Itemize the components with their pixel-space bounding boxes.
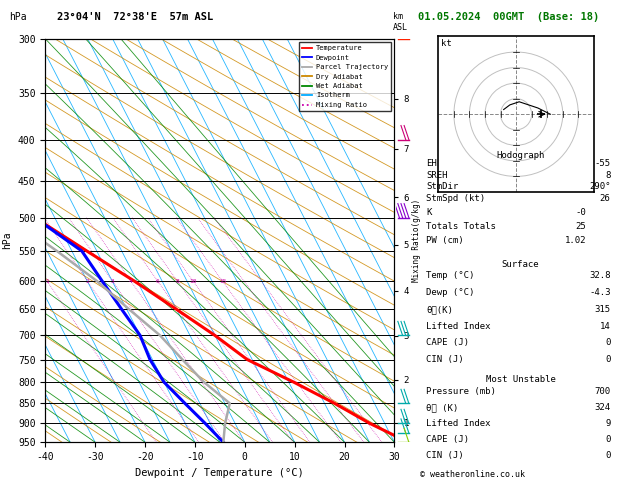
Text: 0: 0 [605,338,611,347]
Text: SREH: SREH [426,171,448,180]
Text: Lifted Index: Lifted Index [426,419,491,428]
Text: CIN (J): CIN (J) [426,355,464,364]
Text: 15: 15 [219,279,226,284]
Text: 10: 10 [189,279,197,284]
Text: 23°04'N  72°38'E  57m ASL: 23°04'N 72°38'E 57m ASL [57,12,213,22]
Text: kt: kt [442,39,452,48]
Text: -4.3: -4.3 [589,288,611,297]
Text: Most Unstable: Most Unstable [486,375,555,383]
Text: 8: 8 [605,171,611,180]
Text: -55: -55 [594,159,611,168]
Text: Temp (°C): Temp (°C) [426,271,475,280]
Text: 3: 3 [111,279,114,284]
Text: 0: 0 [605,435,611,444]
Text: Pressure (mb): Pressure (mb) [426,387,496,397]
Text: 700: 700 [594,387,611,397]
Text: 0: 0 [605,355,611,364]
Text: km
ASL: km ASL [393,12,408,32]
X-axis label: Dewpoint / Temperature (°C): Dewpoint / Temperature (°C) [135,468,304,478]
Text: CAPE (J): CAPE (J) [426,338,469,347]
Legend: Temperature, Dewpoint, Parcel Trajectory, Dry Adiabat, Wet Adiabat, Isotherm, Mi: Temperature, Dewpoint, Parcel Trajectory… [299,42,391,111]
Text: 6: 6 [156,279,160,284]
Text: CAPE (J): CAPE (J) [426,435,469,444]
Text: EH: EH [426,159,437,168]
Text: K: K [426,208,432,217]
Text: © weatheronline.co.uk: © weatheronline.co.uk [420,469,525,479]
Text: 0: 0 [605,451,611,460]
Text: 2: 2 [86,279,89,284]
Text: StmSpd (kt): StmSpd (kt) [426,194,486,203]
Text: 290°: 290° [589,182,611,191]
Text: 26: 26 [599,194,611,203]
Text: hPa: hPa [9,12,27,22]
Y-axis label: hPa: hPa [3,232,13,249]
Text: Dewp (°C): Dewp (°C) [426,288,475,297]
Text: 324: 324 [594,403,611,412]
Text: -0: -0 [575,208,586,217]
Text: θᴄ (K): θᴄ (K) [426,403,459,412]
Text: 315: 315 [594,305,611,314]
Text: StmDir: StmDir [426,182,459,191]
Text: 14: 14 [599,322,611,330]
Text: Lifted Index: Lifted Index [426,322,491,330]
Text: 8: 8 [175,279,179,284]
Text: CIN (J): CIN (J) [426,451,464,460]
Text: 32.8: 32.8 [589,271,611,280]
Text: Hodograph: Hodograph [496,152,545,160]
Text: Totals Totals: Totals Totals [426,222,496,231]
Text: PW (cm): PW (cm) [426,236,464,245]
Text: 1: 1 [45,279,49,284]
Text: 4: 4 [129,279,133,284]
Y-axis label: Mixing Ratio(g/kg): Mixing Ratio(g/kg) [411,199,421,282]
Text: 1.02: 1.02 [564,236,586,245]
Text: 25: 25 [575,222,586,231]
Text: Surface: Surface [502,260,539,269]
Text: 01.05.2024  00GMT  (Base: 18): 01.05.2024 00GMT (Base: 18) [418,12,599,22]
Text: 9: 9 [605,419,611,428]
Text: θᴄ(K): θᴄ(K) [426,305,454,314]
